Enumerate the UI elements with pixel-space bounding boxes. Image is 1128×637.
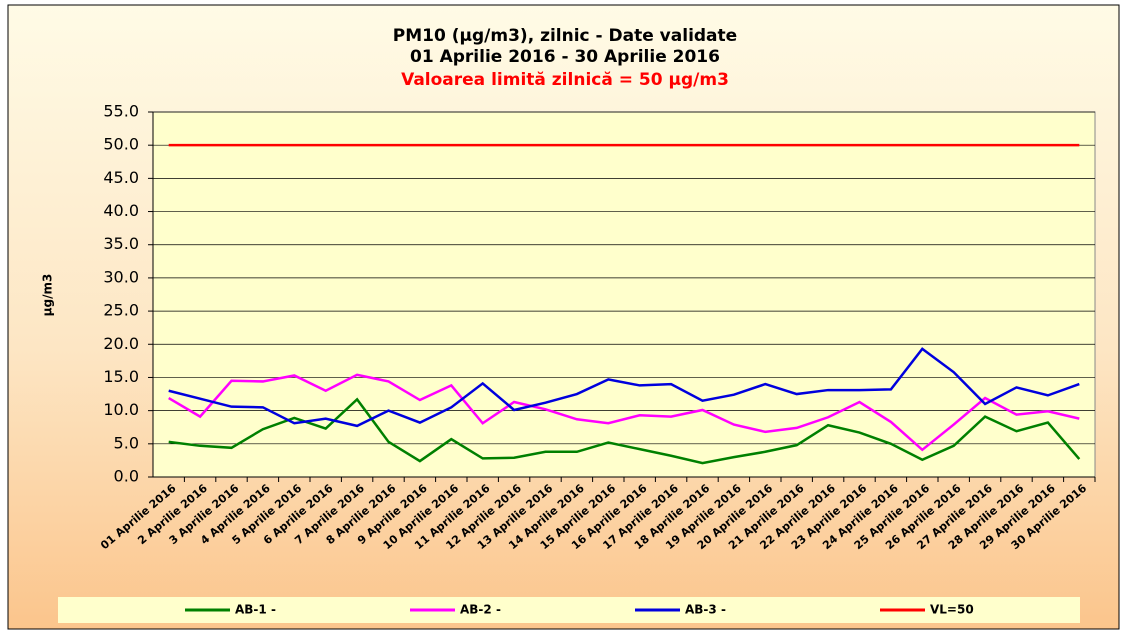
legend-label: VL=50: [930, 603, 974, 617]
y-tick-label: 55.0: [103, 102, 139, 121]
y-tick-label: 35.0: [103, 234, 139, 253]
chart-title: PM10 (µg/m3), zilnic - Date validate: [393, 26, 737, 46]
y-tick-label: 10.0: [103, 400, 139, 419]
y-tick-label: 5.0: [114, 433, 139, 452]
y-tick-label: 30.0: [103, 267, 139, 286]
legend-label: AB-2 -: [460, 603, 501, 617]
legend-label: AB-3 -: [685, 603, 726, 617]
y-tick-label: 20.0: [103, 334, 139, 353]
y-tick-label: 40.0: [103, 201, 139, 220]
y-tick-label: 0.0: [114, 467, 139, 486]
y-tick-label: 25.0: [103, 301, 139, 320]
series-line: [168, 347, 1080, 428]
series-line: [168, 397, 1081, 465]
y-tick-label: 15.0: [103, 367, 139, 386]
y-axis-label: µg/m3: [41, 274, 55, 317]
plot-area: [152, 111, 1096, 478]
legend-label: AB-1 -: [235, 603, 276, 617]
chart-period: 01 Aprilie 2016 - 30 Aprilie 2016: [410, 47, 720, 67]
y-tick-label: 45.0: [103, 168, 139, 187]
chart-subtitle: Valoarea limită zilnică = 50 µg/m3: [401, 70, 729, 90]
series-line: [168, 373, 1080, 452]
y-tick-label: 50.0: [103, 135, 139, 154]
